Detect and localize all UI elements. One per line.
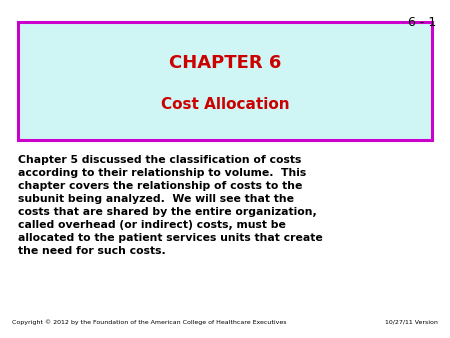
Text: Cost Allocation: Cost Allocation xyxy=(161,97,289,112)
Text: 6 - 1: 6 - 1 xyxy=(408,16,436,29)
Text: 10/27/11 Version: 10/27/11 Version xyxy=(385,320,438,325)
Text: CHAPTER 6: CHAPTER 6 xyxy=(169,54,281,72)
Text: Chapter 5 discussed the classification of costs
according to their relationship : Chapter 5 discussed the classification o… xyxy=(18,155,323,256)
FancyBboxPatch shape xyxy=(18,22,432,140)
Text: Copyright © 2012 by the Foundation of the American College of Healthcare Executi: Copyright © 2012 by the Foundation of th… xyxy=(12,319,287,325)
